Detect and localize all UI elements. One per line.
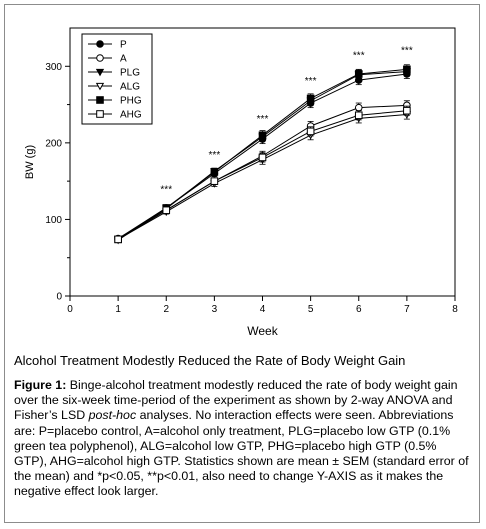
data-point-ahg [403,106,411,115]
y-tick-label-100: 100 [45,215,62,226]
x-tick-label-7: 7 [404,304,410,315]
significance-annotation: *** [160,185,172,196]
caption-text-part2: analyses. No interaction effects were se… [14,408,469,499]
x-tick-label-1: 1 [115,304,121,315]
data-point-ahg [162,206,171,215]
x-tick-label-2: 2 [163,304,169,315]
data-point-phg [306,94,315,103]
significance-annotation: *** [353,51,365,62]
legend-marker-p [96,40,104,48]
data-point-phg [403,65,411,74]
x-tick-label-5: 5 [308,304,314,315]
data-point-ahg [306,127,315,136]
significance-annotation: *** [209,150,221,161]
data-point-ahg [210,177,219,185]
caption-label: Figure 1: [14,378,67,392]
line-chart: 0 1 2 3 4 5 6 7 8 0 100 200 300 Week BW (g) *** *** *** **… [24,27,458,338]
figure-caption: Figure 1: Binge-alcohol treatment modest… [14,378,469,500]
x-tick-label-4: 4 [260,304,266,315]
legend-marker-ahg [96,110,104,118]
legend-marker-alg [95,82,105,91]
x-tick-label-6: 6 [356,304,362,315]
x-tick-label-0: 0 [67,304,73,315]
caption-text-part1: Binge-alcohol treatment modestly reduced… [14,378,458,423]
legend-label-plg: PLG [120,68,140,79]
legend-label-alg: ALG [120,82,140,93]
y-tick-label-300: 300 [45,62,62,73]
significance-annotation: *** [305,76,317,87]
data-point-ahg [258,153,267,162]
data-point-phg [354,70,363,78]
x-axis-label: Week [247,324,278,338]
legend-label-phg: PHG [120,96,142,107]
data-point-phg [258,131,267,139]
legend-label-ahg: AHG [120,110,142,121]
legend-label-a: A [120,54,127,65]
y-tick-label-0: 0 [56,292,62,303]
y-tick-label-200: 200 [45,138,62,149]
y-axis-label: BW (g) [24,145,36,179]
data-point-ahg [354,111,363,120]
legend-marker-a [96,54,104,62]
series-line-a [117,104,407,240]
caption-italic-term: post-hoc [88,408,137,423]
x-tick-label-3: 3 [212,304,218,315]
significance-annotation: *** [257,114,269,125]
data-point-ahg [114,235,122,244]
data-point-phg [210,168,219,176]
legend-label-p: P [120,40,127,51]
data-point-a [354,103,363,112]
significance-annotation: *** [401,45,413,56]
legend-box [81,33,153,125]
chart-subtitle: Alcohol Treatment Modestly Reduced the R… [14,353,406,368]
x-tick-label-8: 8 [452,304,458,315]
series-line-ahg [117,110,407,240]
legend-marker-plg [95,68,105,77]
legend-marker-phg [96,96,104,104]
